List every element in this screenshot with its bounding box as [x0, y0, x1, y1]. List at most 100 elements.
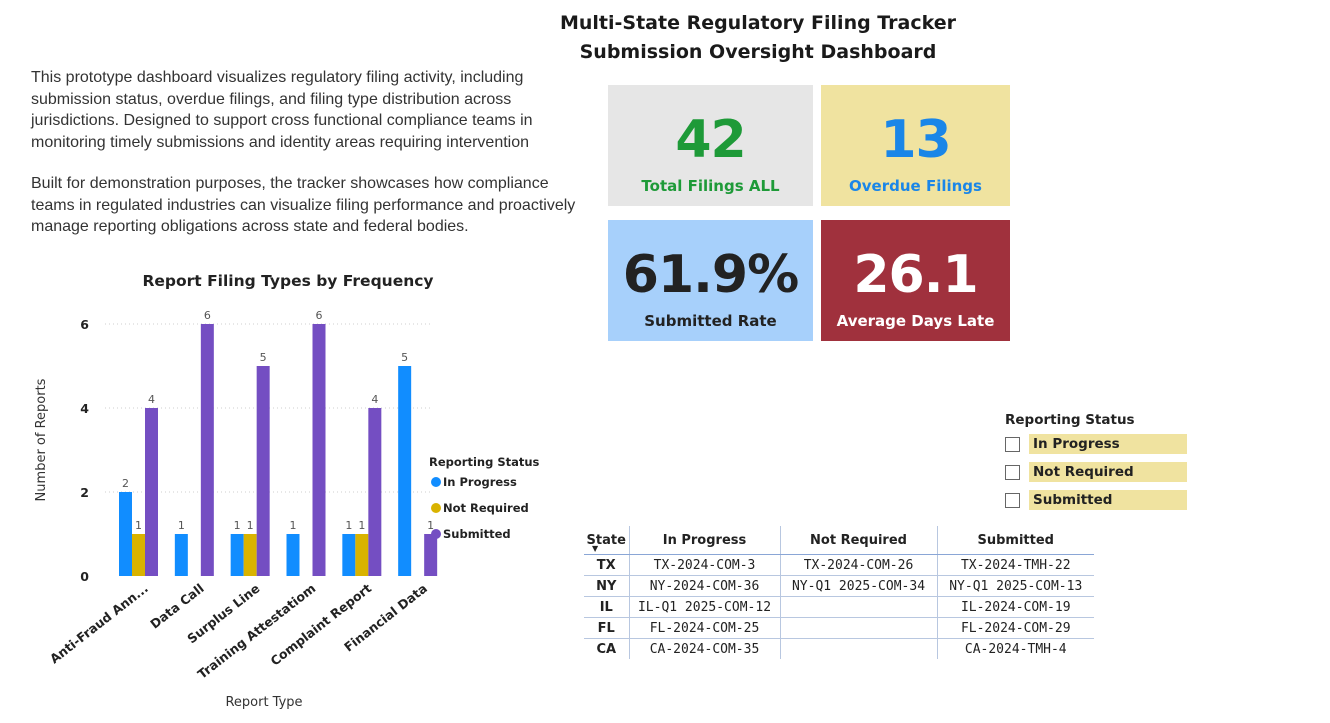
slicer-label: Not Required [1029, 462, 1187, 482]
legend-item: In Progress [443, 475, 517, 489]
sort-descending-icon[interactable]: ▼ [592, 544, 599, 553]
description-purpose: Built for demonstration purposes, the tr… [31, 173, 591, 238]
kpi-overdue-filings-value: 13 [880, 110, 951, 170]
data-label: 4 [371, 393, 378, 406]
kpi-total-filings-value: 42 [675, 110, 746, 170]
data-label: 1 [178, 519, 185, 532]
cell-submitted: CA-2024-TMH-4 [936, 638, 1094, 659]
kpi-card-total-filings[interactable]: 42 Total Filings ALL [608, 85, 813, 206]
data-label: 1 [135, 519, 142, 532]
dashboard-title: Multi-State Regulatory Filing Tracker Su… [508, 9, 1008, 67]
data-label: 2 [122, 477, 129, 490]
slicer-item-not-required[interactable]: Not Required [1005, 462, 1187, 482]
cell-in-progress: IL-Q1 2025-COM-12 [628, 596, 780, 618]
slicer-item-submitted[interactable]: Submitted [1005, 490, 1187, 510]
cell-not-required [779, 638, 937, 659]
legend-marker-icon [431, 477, 441, 487]
bar-in-progress [342, 534, 356, 576]
bar-in-progress [174, 534, 188, 576]
description-paragraph-2: Built for demonstration purposes, the tr… [31, 175, 576, 235]
cell-submitted: FL-2024-COM-29 [936, 617, 1094, 639]
reporting-status-slicer: Reporting Status In Progress Not Require… [1005, 412, 1187, 518]
table-row: NY NY-2024-COM-36 NY-Q1 2025-COM-34 NY-Q… [584, 575, 1094, 597]
bar-submitted [145, 408, 158, 576]
bar-not-required [243, 534, 257, 576]
bar-submitted [312, 324, 326, 576]
bar-in-progress [230, 534, 244, 576]
row-state: FL [584, 617, 629, 639]
kpi-card-overdue-filings[interactable]: 13 Overdue Filings [821, 85, 1010, 206]
cell-in-progress: FL-2024-COM-25 [628, 617, 780, 639]
kpi-card-average-days-late[interactable]: 26.1 Average Days Late [821, 220, 1010, 341]
kpi-total-filings-label: Total Filings ALL [641, 177, 780, 195]
slicer-label: In Progress [1029, 434, 1187, 454]
bar-not-required [132, 534, 145, 576]
column-header-state[interactable]: State ▼ [584, 526, 629, 555]
legend-title: Reporting Status [429, 455, 540, 469]
bar-not-required [355, 534, 369, 576]
bar-in-progress [398, 366, 412, 576]
data-label: 1 [358, 519, 365, 532]
data-label: 1 [427, 519, 434, 532]
cell-not-required [779, 596, 937, 618]
cell-in-progress: NY-2024-COM-36 [628, 575, 780, 597]
data-label: 5 [401, 351, 408, 364]
title-line-2: Submission Oversight Dashboard [579, 41, 937, 63]
column-header-submitted[interactable]: Submitted [936, 526, 1094, 555]
legend-item: Not Required [443, 501, 529, 515]
y-tick-label: 4 [80, 401, 89, 416]
kpi-submitted-rate-label: Submitted Rate [644, 312, 777, 330]
row-state: CA [596, 641, 617, 657]
column-header-in-progress[interactable]: In Progress [628, 526, 780, 555]
slicer-checkbox[interactable] [1005, 436, 1020, 452]
row-state: IL [584, 596, 629, 618]
filings-matrix-table: State ▼ In Progress Not Required Submitt… [584, 526, 1094, 659]
cell-submitted: TX-2024-TMH-22 [936, 554, 1094, 576]
row-state: NY [584, 575, 629, 597]
x-tick-label: Anti-Fraud Ann... [47, 581, 151, 667]
x-tick-label: Complaint Report [267, 581, 374, 669]
table-row: FL FL-2024-COM-25 FL-2024-COM-29 [584, 617, 1094, 639]
chart-title: Report Filing Types by Frequency [142, 272, 433, 290]
y-tick-label: 0 [80, 569, 89, 584]
legend-marker-icon [431, 503, 441, 513]
description-paragraph-1: This prototype dashboard visualizes regu… [31, 69, 533, 151]
kpi-card-submitted-rate[interactable]: 61.9% Submitted Rate [608, 220, 813, 341]
kpi-average-days-late-label: Average Days Late [836, 312, 995, 330]
bar-in-progress [119, 492, 132, 576]
cell-not-required: TX-2024-COM-26 [779, 554, 937, 576]
bar-submitted [200, 324, 214, 576]
y-axis-label: Number of Reports [34, 378, 49, 501]
table-row: CA CA-2024-COM-35 CA-2024-TMH-4 [584, 638, 1094, 659]
y-tick-label: 6 [80, 317, 89, 332]
cell-not-required [779, 617, 937, 639]
table-row: TX TX-2024-COM-3 TX-2024-COM-26 TX-2024-… [584, 554, 1094, 576]
data-label: 1 [290, 519, 297, 532]
slicer-checkbox[interactable] [1005, 464, 1020, 480]
data-label: 6 [204, 309, 211, 322]
y-tick-label: 2 [80, 485, 89, 500]
slicer-item-in-progress[interactable]: In Progress [1005, 434, 1187, 454]
slicer-checkbox[interactable] [1005, 492, 1020, 508]
description-intro: This prototype dashboard visualizes regu… [31, 67, 591, 153]
column-header-not-required[interactable]: Not Required [779, 526, 937, 555]
data-label: 5 [260, 351, 267, 364]
column-header-state-label: State [586, 532, 626, 548]
table-row: IL IL-Q1 2025-COM-12 IL-2024-COM-19 [584, 596, 1094, 618]
row-state: TX [584, 554, 629, 576]
bar-submitted [368, 408, 382, 576]
cell-not-required: NY-Q1 2025-COM-34 [779, 575, 937, 597]
slicer-label: Submitted [1029, 490, 1187, 510]
title-line-1: Multi-State Regulatory Filing Tracker [559, 12, 957, 34]
data-label: 1 [345, 519, 352, 532]
cell-in-progress: CA-2024-COM-35 [628, 638, 780, 659]
cell-submitted: IL-2024-COM-19 [936, 596, 1094, 618]
slicer-title: Reporting Status [1005, 412, 1135, 428]
x-axis-label: Report Type [225, 695, 302, 710]
bar-submitted [424, 534, 438, 576]
data-label: 4 [148, 393, 155, 406]
report-filing-types-chart[interactable]: Report Filing Types by Frequency 0 2 4 6 Numb… [0, 260, 560, 720]
bar-in-progress [286, 534, 300, 576]
data-label: 1 [234, 519, 241, 532]
cell-submitted: NY-Q1 2025-COM-13 [936, 575, 1094, 597]
